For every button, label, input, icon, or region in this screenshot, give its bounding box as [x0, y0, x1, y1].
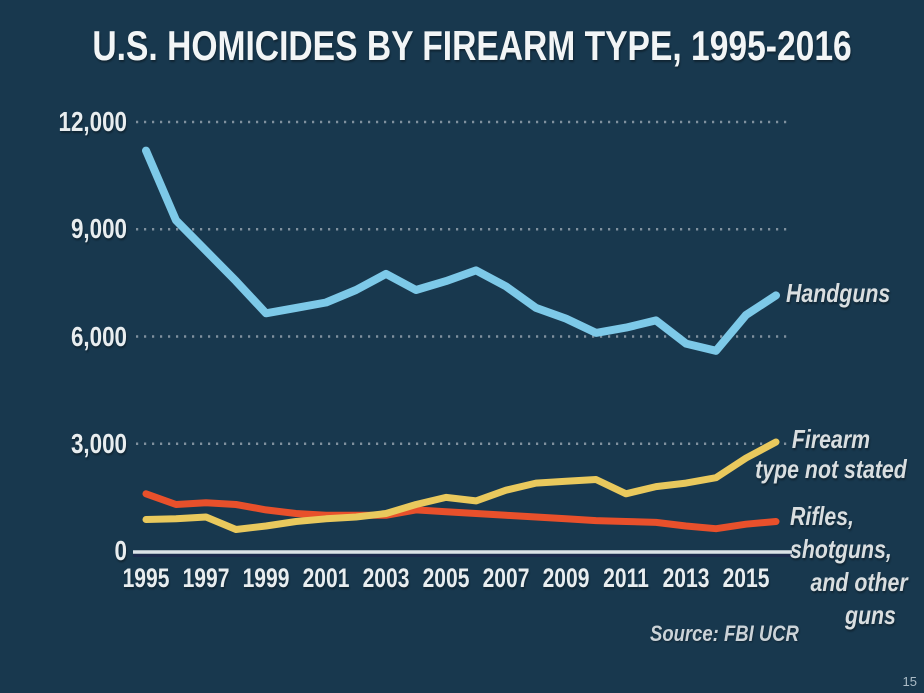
y-tick-label-3000: 3,000 [70, 427, 127, 459]
series-label-line: guns [844, 600, 896, 630]
chart-title: U.S. HOMICIDES BY FIREARM TYPE, 1995-201… [92, 22, 852, 69]
series-label-handguns: Handguns [786, 278, 890, 309]
x-tick-label-2001: 2001 [302, 563, 350, 593]
series-label-handguns-text: Handguns [786, 278, 891, 308]
series-line-firearm-type-not-stated [142, 438, 780, 533]
x-tick-label-2003: 2003 [362, 563, 410, 593]
series-line-handguns [142, 146, 780, 355]
x-tick-label-2009: 2009 [542, 563, 590, 593]
x-tick-label-2015: 2015 [722, 563, 770, 593]
series-label-firearm-type-not-stated: Firearm type not stated [753, 424, 909, 484]
series-label-line: and other [810, 567, 908, 597]
series-label-line: type not stated [755, 454, 907, 484]
x-tick-label-1995: 1995 [122, 563, 170, 593]
y-tick-label-6000: 6,000 [70, 320, 127, 352]
x-tick-label-2007: 2007 [482, 563, 530, 593]
x-tick-label-2011: 2011 [603, 563, 649, 593]
series-label-line: Rifles, [790, 501, 854, 531]
source-label: Source: FBI UCR [650, 621, 799, 646]
y-tick-label-12000: 12,000 [58, 106, 127, 137]
page-number: 15 [902, 674, 917, 689]
y-tick-label-0: 0 [114, 535, 127, 566]
series-label-line: Firearm [791, 424, 871, 454]
series-label-line: shotguns, [790, 534, 892, 564]
x-tick-label-1997: 1997 [182, 563, 230, 593]
y-tick-label-9000: 9,000 [70, 213, 127, 245]
x-tick-label-2005: 2005 [422, 563, 470, 593]
x-tick-label-1999: 1999 [242, 563, 290, 593]
series-label-rifles-shotguns-other: Rifles, shotguns, and other guns [790, 500, 908, 632]
series-line-rifles-shotguns-and-other-guns [142, 490, 780, 533]
x-tick-label-2013: 2013 [662, 563, 710, 593]
